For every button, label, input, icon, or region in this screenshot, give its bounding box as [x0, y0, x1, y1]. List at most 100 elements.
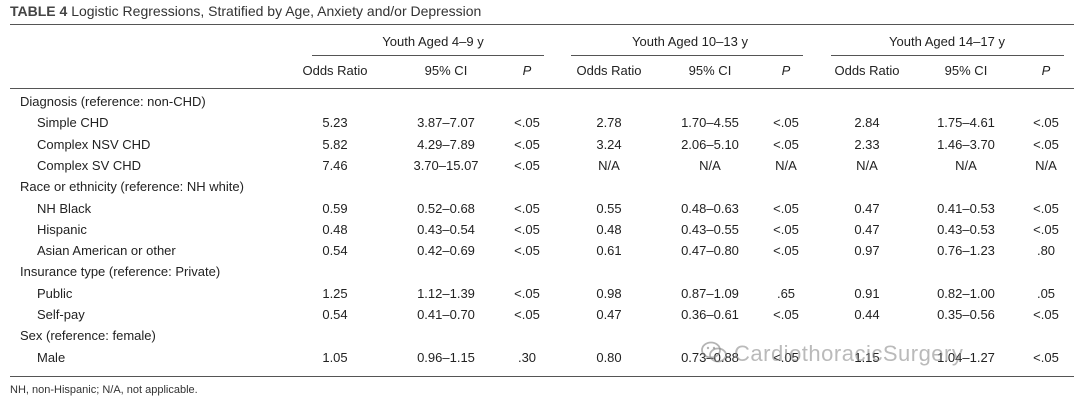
table-cell: 1.70–4.55: [681, 115, 739, 131]
group-header: Youth Aged 14–17 y: [889, 34, 1005, 49]
table-cell: <.05: [1033, 200, 1059, 216]
section-label: Race or ethnicity (reference: NH white): [20, 179, 244, 195]
section-label: Diagnosis (reference: non-CHD): [20, 94, 206, 109]
wechat-icon: [700, 340, 728, 370]
table-cell: 1.12–1.39: [417, 285, 475, 301]
table-cell: .65: [776, 285, 796, 301]
column-header: P: [781, 63, 791, 78]
table-cell: 3.70–15.07: [413, 157, 479, 173]
column-header: 95% CI: [944, 63, 988, 78]
table-caption: TABLE 4 Logistic Regressions, Stratified…: [10, 3, 481, 19]
table-cell: 0.47–0.80: [681, 243, 739, 259]
table-cell: <.05: [1033, 349, 1059, 365]
table-cell: <.05: [1033, 221, 1059, 237]
table-cell: 5.82: [322, 136, 348, 152]
table-cell: 0.41–0.70: [417, 307, 475, 322]
table-cell: 2.33: [854, 136, 880, 152]
table-cell: 2.84: [854, 115, 880, 131]
table-cell: <.05: [514, 307, 540, 322]
table-cell: N/A: [598, 157, 620, 173]
table-cell: 0.52–0.68: [417, 200, 475, 216]
column-header: 95% CI: [424, 63, 468, 78]
row-label: NH Black: [37, 200, 92, 216]
table-cell: <.05: [514, 285, 540, 301]
table-cell: <.05: [1033, 136, 1059, 152]
bottom-rule: [10, 376, 1074, 377]
table-cell: <.05: [514, 136, 540, 152]
table-cell: 0.44: [854, 307, 880, 322]
table-cell: .30: [517, 349, 537, 365]
column-header: Odds Ratio: [576, 63, 642, 78]
header-rule: [10, 88, 1074, 89]
table-cell: 0.54: [322, 243, 348, 259]
table-cell: <.05: [514, 243, 540, 259]
row-label: Complex SV CHD: [37, 157, 142, 173]
table-cell: <.05: [514, 221, 540, 237]
group-underline: [312, 55, 544, 56]
table-cell: <.05: [514, 200, 540, 216]
table-cell: 0.59: [322, 200, 348, 216]
column-header: P: [1041, 63, 1051, 78]
table-cell: 0.47: [854, 221, 880, 237]
table-cell: 7.46: [322, 157, 348, 173]
row-label: Complex NSV CHD: [37, 136, 151, 152]
table-cell: <.05: [1033, 115, 1059, 131]
table-cell: 0.35–0.56: [937, 307, 995, 322]
table-cell: 0.48–0.63: [681, 200, 739, 216]
table-cell: <.05: [773, 307, 799, 322]
table-cell: 0.43–0.54: [417, 221, 475, 237]
column-header: 95% CI: [688, 63, 732, 78]
table-cell: 0.61: [596, 243, 622, 259]
table-cell: N/A: [1035, 157, 1057, 173]
table-cell: <.05: [773, 221, 799, 237]
table-cell: <.05: [773, 349, 799, 365]
table-cell: 0.47: [596, 307, 622, 322]
table-cell: 0.91: [854, 285, 880, 301]
table-cell: 0.98: [596, 285, 622, 301]
table-cell: 0.82–1.00: [937, 285, 995, 301]
row-label: Public: [37, 285, 73, 301]
group-underline: [831, 55, 1064, 56]
table-cell: <.05: [773, 115, 799, 131]
table-label: TABLE 4: [10, 3, 68, 19]
table-cell: 0.36–0.61: [681, 307, 739, 322]
table-cell: 3.87–7.07: [417, 115, 475, 131]
watermark-text: CardiothoracicSurgery: [734, 340, 964, 366]
table-cell: 1.04–1.27: [937, 349, 995, 365]
section-label: Insurance type (reference: Private): [20, 264, 221, 280]
table-cell: .05: [1036, 285, 1056, 301]
top-rule: [10, 24, 1074, 25]
group-underline: [571, 55, 803, 56]
table-cell: 0.48: [596, 221, 622, 237]
table-cell: <.05: [773, 200, 799, 216]
group-header: Youth Aged 10–13 y: [632, 34, 748, 49]
table-cell: 0.76–1.23: [937, 243, 995, 259]
table-cell: 0.97: [854, 243, 880, 259]
table-cell: <.05: [514, 115, 540, 131]
column-header: Odds Ratio: [834, 63, 900, 78]
watermark: CardiothoracicSurgery: [700, 340, 963, 370]
table-cell: 0.80: [596, 349, 622, 365]
table-cell: 0.41–0.53: [937, 200, 995, 216]
table-cell: 2.78: [596, 115, 622, 131]
table-cell: 0.55: [596, 200, 622, 216]
table-cell: 0.43–0.55: [681, 221, 739, 237]
table-cell: 2.06–5.10: [681, 136, 739, 152]
table-cell: 0.48: [322, 221, 348, 237]
table-cell: <.05: [1033, 307, 1059, 322]
table-cell: 4.29–7.89: [417, 136, 475, 152]
row-label: Simple CHD: [37, 115, 109, 131]
table-cell: 1.46–3.70: [937, 136, 995, 152]
table-cell: N/A: [775, 157, 797, 173]
table-cell: 5.23: [322, 115, 348, 131]
table-cell: 1.25: [322, 285, 348, 301]
table-cell: N/A: [955, 157, 977, 173]
table-cell: N/A: [856, 157, 878, 173]
table-cell: .80: [1036, 243, 1056, 259]
column-header: Odds Ratio: [302, 63, 368, 78]
table-cell: 0.96–1.15: [417, 349, 475, 365]
table-cell: 3.24: [596, 136, 622, 152]
table-cell: 0.43–0.53: [937, 221, 995, 237]
table-cell: 0.87–1.09: [681, 285, 739, 301]
row-label: Asian American or other: [37, 243, 176, 259]
